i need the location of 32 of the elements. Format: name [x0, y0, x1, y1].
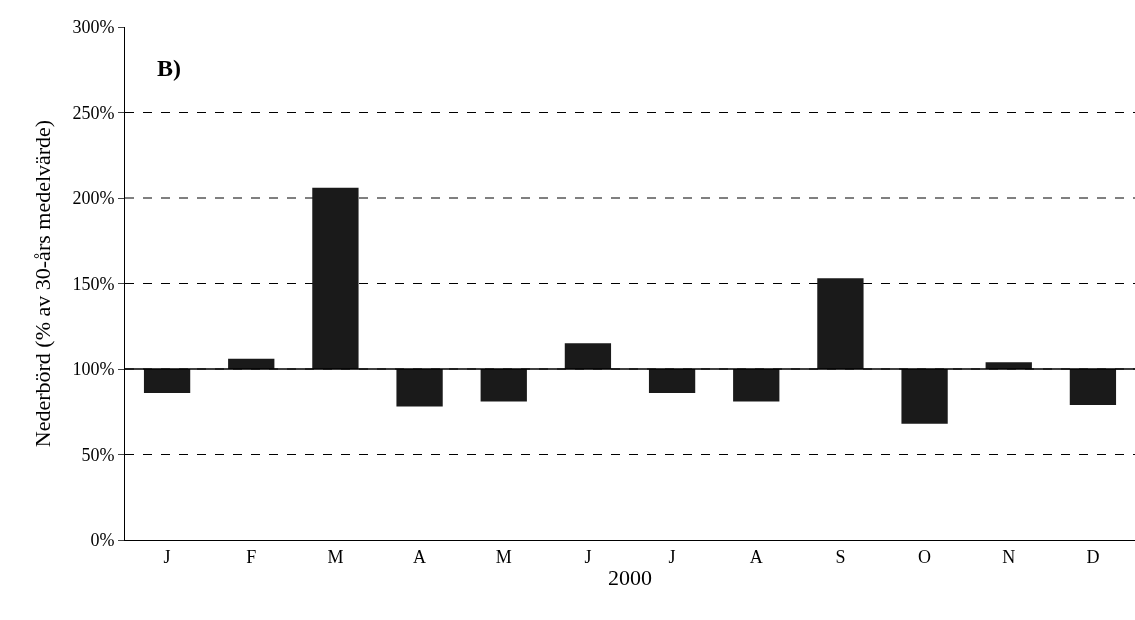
- x-tick-label: J: [584, 546, 592, 567]
- bar: [480, 369, 527, 402]
- bar: [648, 369, 696, 393]
- x-tick-label: S: [835, 546, 846, 567]
- x-tick-label: N: [1002, 546, 1016, 567]
- bar: [1069, 369, 1117, 405]
- y-tick-label: 200%: [72, 188, 115, 209]
- bar: [733, 369, 780, 402]
- x-tick-label: J: [668, 546, 676, 567]
- y-axis-title: Nederbörd (% av 30-års medelvärde): [30, 119, 56, 448]
- x-tick-label: A: [413, 546, 427, 567]
- y-tick-label: 300%: [72, 17, 115, 38]
- bar: [901, 369, 948, 424]
- y-tick-label: 150%: [72, 273, 115, 294]
- y-tick-label: 250%: [72, 102, 115, 123]
- y-tick-label: 100%: [72, 359, 115, 380]
- y-tick-label: 50%: [81, 444, 115, 465]
- y-tick-label: 0%: [90, 530, 115, 551]
- bar: [396, 369, 443, 407]
- bar: [143, 369, 191, 393]
- x-axis-title: 2000: [608, 565, 652, 591]
- x-tick-label: D: [1086, 546, 1100, 567]
- bar: [564, 343, 612, 369]
- annotation: B): [157, 55, 181, 81]
- x-tick-label: J: [163, 546, 171, 567]
- x-tick-label: M: [327, 546, 344, 567]
- x-tick-label: A: [749, 546, 763, 567]
- x-tick-label: F: [246, 546, 257, 567]
- x-tick-label: O: [918, 546, 932, 567]
- bar: [817, 278, 864, 369]
- x-tick-label: M: [495, 546, 512, 567]
- bar: [312, 187, 359, 369]
